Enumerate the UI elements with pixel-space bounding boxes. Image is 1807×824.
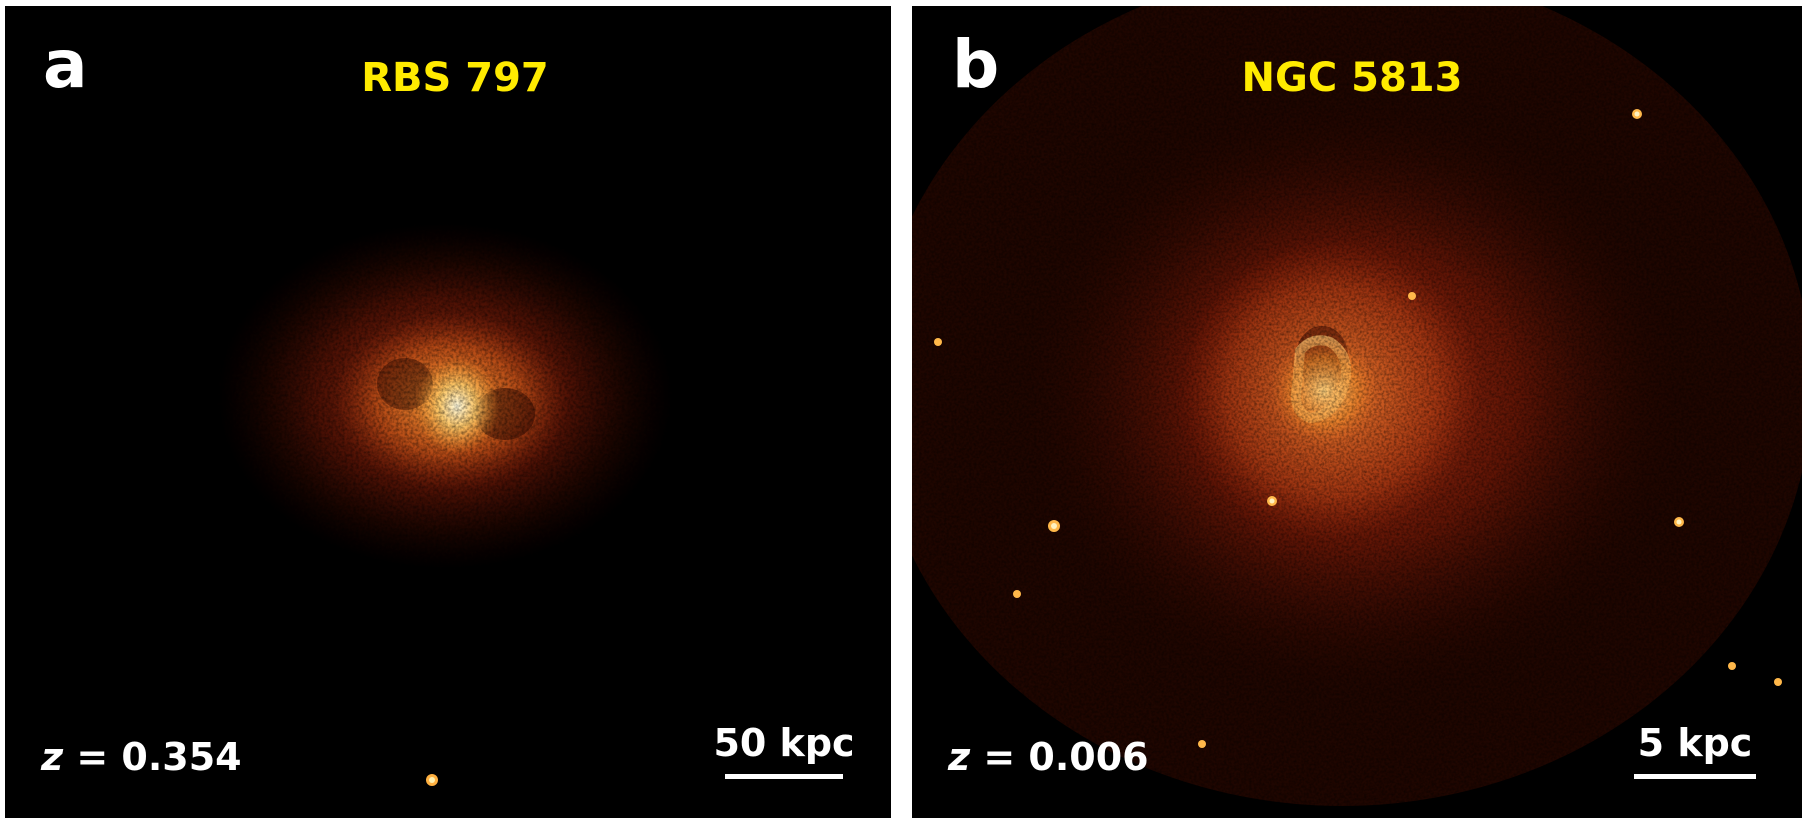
redshift-label: z = 0.354 bbox=[41, 738, 242, 776]
redshift-value: = 0.354 bbox=[63, 735, 242, 779]
scale-label: 5 kpc bbox=[1637, 721, 1753, 765]
redshift-variable: z bbox=[948, 735, 971, 779]
panel-a-rbs797: a RBS 797 z = 0.354 50 kpc bbox=[5, 6, 891, 818]
scale-label: 50 kpc bbox=[713, 721, 855, 765]
panel-letter: a bbox=[43, 26, 88, 103]
xray-image-ngc5813 bbox=[912, 6, 1802, 818]
scale-bar-group: 50 kpc bbox=[709, 724, 859, 779]
panel-title: RBS 797 bbox=[361, 55, 549, 101]
redshift-variable: z bbox=[41, 735, 64, 779]
redshift-label: z = 0.006 bbox=[948, 738, 1149, 776]
panel-letter: b bbox=[952, 26, 1000, 103]
scale-bar bbox=[725, 774, 843, 779]
panel-title: NGC 5813 bbox=[1241, 55, 1463, 101]
scale-bar bbox=[1634, 774, 1756, 779]
scale-bar-group: 5 kpc bbox=[1630, 724, 1760, 779]
redshift-value: = 0.006 bbox=[970, 735, 1149, 779]
xray-image-rbs797 bbox=[5, 6, 891, 818]
panel-b-ngc5813: b NGC 5813 z = 0.006 5 kpc bbox=[912, 6, 1802, 818]
